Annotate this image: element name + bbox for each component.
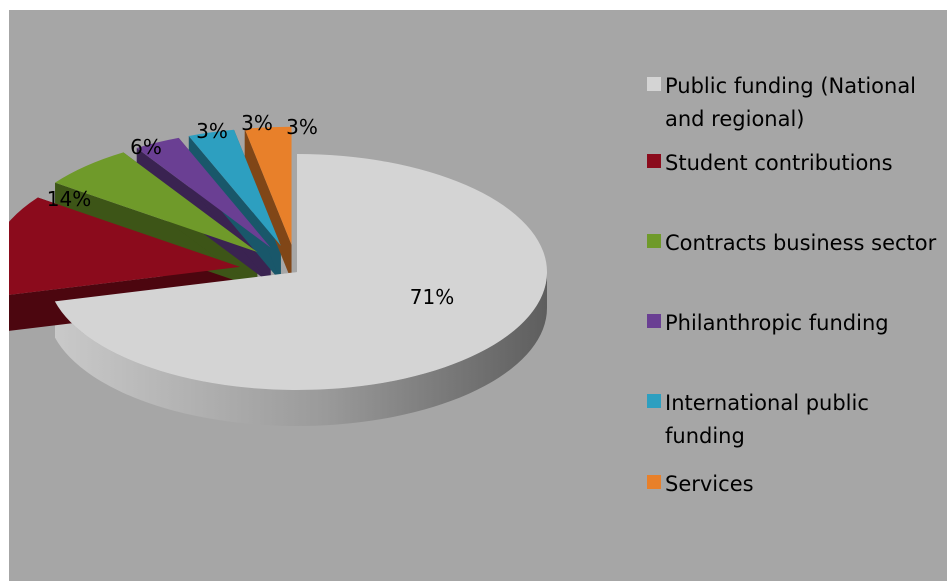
legend-swatch	[647, 475, 661, 489]
data-label-services: 3%	[286, 115, 318, 139]
data-label-philanthropic-funding: 3%	[196, 119, 228, 143]
legend-swatch	[647, 234, 661, 248]
legend-item-public-funding: Public funding (National and regional)	[647, 70, 947, 136]
pie-slice-public-funding	[54, 154, 547, 390]
legend-swatch	[647, 154, 661, 168]
legend-label: Philanthropic funding	[665, 311, 889, 335]
legend-item-philanthropic-funding: Philanthropic funding	[647, 307, 947, 340]
legend-swatch	[647, 77, 661, 91]
data-label-public-funding: 71%	[410, 285, 454, 309]
legend-item-services: Services	[647, 468, 947, 501]
data-label-international-public-funding: 3%	[241, 111, 273, 135]
pie-slice-international-public-funding	[188, 129, 281, 246]
pie-slice-student-contributions	[9, 197, 241, 295]
pie-slice-services	[244, 126, 292, 245]
legend-label: Contracts business sector	[665, 231, 937, 255]
legend-label: International public funding	[665, 391, 869, 448]
pie-chart: 71% 14% 6% 3% 3% 3%	[9, 111, 547, 427]
pie-slice-contracts-business-sector	[55, 152, 258, 253]
legend-swatch	[647, 314, 661, 328]
data-label-contracts-business-sector: 6%	[130, 135, 162, 159]
legend-label: Student contributions	[665, 151, 893, 175]
data-label-student-contributions: 14%	[47, 187, 91, 211]
legend-item-contracts-business-sector: Contracts business sector	[647, 227, 947, 260]
legend-item-student-contributions: Student contributions	[647, 147, 947, 180]
legend-item-international-public-funding: International public funding	[647, 387, 947, 453]
chart-area: 71% 14% 6% 3% 3% 3% Public funding (National …	[9, 10, 947, 581]
legend-swatch	[647, 394, 661, 408]
pie-slice-philanthropic-funding	[136, 137, 271, 248]
legend: Public funding (National and regional) S…	[647, 70, 947, 530]
legend-label: Public funding (National and regional)	[665, 74, 917, 131]
legend-label: Services	[665, 472, 754, 496]
pie-slice-side-services	[244, 128, 292, 281]
